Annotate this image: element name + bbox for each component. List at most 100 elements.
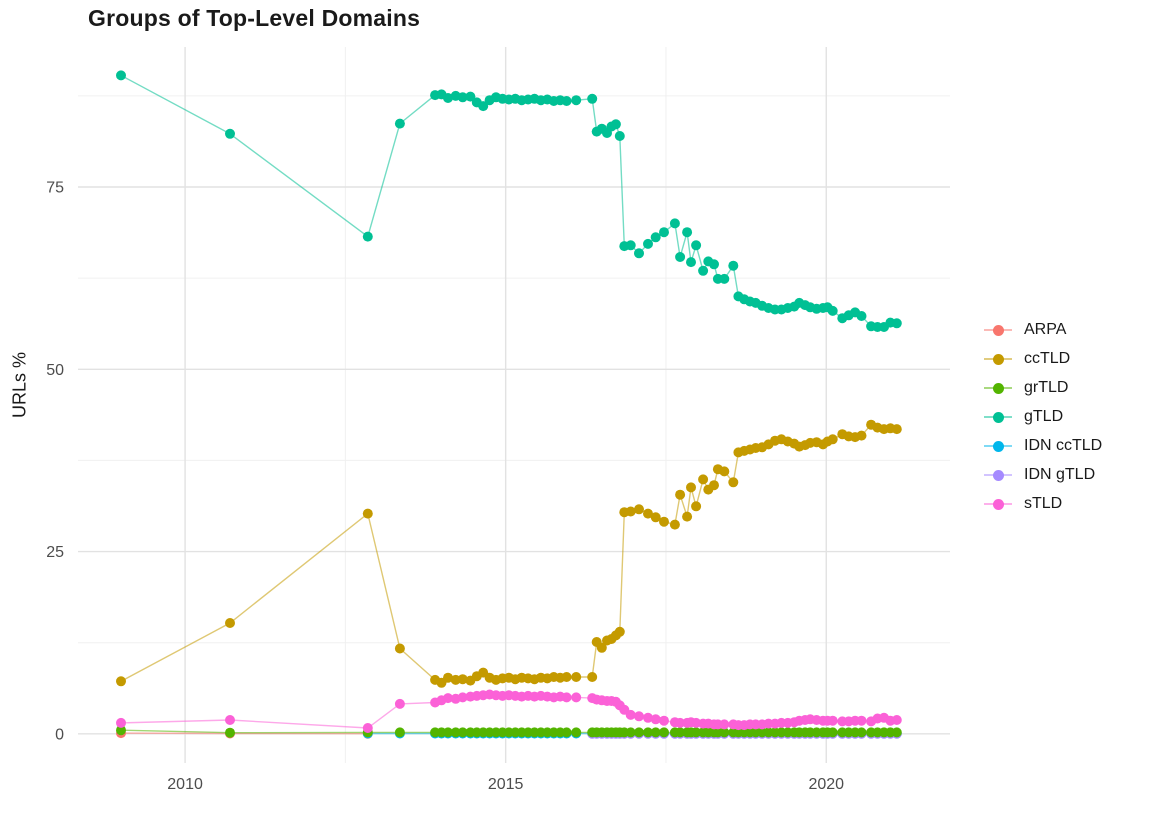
data-point-sTLD [827, 715, 838, 726]
data-point-ccTLD [675, 489, 686, 500]
data-point-grTLD [891, 727, 902, 738]
legend-key-icon [984, 350, 1012, 368]
data-point-gTLD [698, 265, 709, 276]
data-point-ccTLD [643, 508, 653, 519]
data-point-ccTLD [225, 618, 235, 628]
data-point-sTLD [650, 714, 661, 725]
data-point-ccTLD [587, 672, 598, 682]
data-point-grTLD [856, 727, 867, 738]
data-point-sTLD [675, 717, 686, 728]
series-gTLD-line [120, 74, 897, 328]
y-tick-label: 50 [46, 362, 64, 379]
legend-item-sTLD: sTLD [984, 495, 1102, 513]
data-point-sTLD [571, 692, 582, 703]
data-point-ccTLD [827, 434, 838, 445]
data-point-gTLD [225, 128, 235, 139]
data-point-gTLD [465, 91, 476, 102]
legend-item-label: sTLD [1024, 495, 1063, 512]
data-point-ccTLD [596, 642, 607, 653]
data-point-grTLD [394, 727, 405, 738]
legend: ARPA ccTLD grTLD gTLD IDN ccTLD IDN gTLD sTLD [984, 321, 1102, 513]
data-point-sTLD [116, 717, 126, 728]
data-point-sTLD [561, 692, 572, 703]
y-axis-title: URLs % [9, 351, 30, 419]
legend-item-gTLD: gTLD [984, 408, 1102, 426]
data-point-grTLD [643, 727, 653, 738]
data-point-sTLD [891, 715, 902, 725]
data-point-gTLD [719, 273, 730, 284]
data-point-grTLD [625, 727, 636, 738]
data-point-sTLD [457, 692, 468, 703]
data-point-gTLD [691, 240, 702, 251]
x-tick-label: 2020 [808, 776, 844, 793]
data-point-ccTLD [698, 474, 709, 485]
data-point-gTLD [571, 95, 582, 106]
data-point-ccTLD [561, 672, 572, 682]
legend-item-grTLD: grTLD [984, 379, 1102, 397]
data-point-grTLD [675, 727, 686, 738]
data-point-sTLD [362, 723, 373, 733]
data-point-ccTLD [362, 508, 373, 519]
data-point-sTLD [443, 693, 453, 704]
data-point-ccTLD [682, 511, 693, 522]
legend-item-label: gTLD [1024, 408, 1064, 425]
legend-item-label: ccTLD [1024, 350, 1071, 367]
data-point-ccTLD [625, 506, 636, 517]
data-point-grTLD [691, 727, 702, 738]
data-point-gTLD [587, 93, 598, 104]
data-point-gTLD [362, 231, 373, 242]
data-point-gTLD [728, 260, 739, 271]
data-point-sTLD [394, 698, 405, 709]
data-point-sTLD [719, 719, 730, 730]
legend-key-icon [984, 495, 1012, 513]
data-point-gTLD [643, 238, 653, 249]
series-sTLD-points [116, 689, 902, 733]
data-point-sTLD [625, 709, 636, 720]
data-point-ccTLD [571, 672, 582, 682]
data-point-ccTLD [116, 676, 126, 687]
data-point-grTLD [571, 727, 582, 738]
data-point-ccTLD [634, 504, 644, 515]
data-point-gTLD [610, 119, 621, 130]
data-point-gTLD [659, 227, 669, 238]
data-point-gTLD [478, 101, 489, 112]
legend-key-icon [984, 408, 1012, 426]
legend-key-icon [984, 321, 1012, 339]
data-point-sTLD [659, 715, 669, 726]
data-point-ccTLD [650, 512, 661, 523]
legend-item-ARPA: ARPA [984, 321, 1102, 339]
legend-item-IDN-ccTLD: IDN ccTLD [984, 437, 1102, 455]
data-point-gTLD [614, 131, 625, 141]
data-point-grTLD [450, 727, 461, 738]
data-point-ccTLD [394, 643, 405, 654]
x-tick-label: 2010 [167, 776, 203, 793]
data-point-sTLD [856, 715, 867, 726]
data-point-ccTLD [891, 424, 902, 435]
data-point-ccTLD [659, 516, 669, 527]
data-point-ccTLD [686, 482, 696, 493]
data-point-sTLD [643, 712, 653, 723]
data-point-ccTLD [669, 519, 680, 530]
x-tick-label: 2015 [488, 776, 524, 793]
data-point-gTLD [856, 311, 867, 321]
data-point-gTLD [625, 240, 636, 251]
data-point-ccTLD [614, 626, 625, 637]
data-point-gTLD [669, 218, 680, 229]
data-point-gTLD [561, 96, 572, 106]
data-point-grTLD [634, 727, 644, 738]
series-ccTLD-points [116, 419, 902, 688]
data-point-grTLD [719, 727, 730, 738]
data-point-gTLD [457, 92, 468, 103]
legend-item-label: ARPA [1024, 321, 1067, 338]
series-grTLD-points [116, 725, 902, 738]
legend-item-ccTLD: ccTLD [984, 350, 1102, 368]
legend-item-IDN-gTLD: IDN gTLD [984, 466, 1102, 484]
legend-item-label: IDN gTLD [1024, 466, 1096, 483]
data-point-grTLD [561, 727, 572, 738]
y-tick-label: 25 [46, 544, 64, 561]
data-point-gTLD [634, 248, 644, 259]
legend-item-label: IDN ccTLD [1024, 437, 1103, 454]
chart-title: Groups of Top-Level Domains [88, 5, 421, 31]
